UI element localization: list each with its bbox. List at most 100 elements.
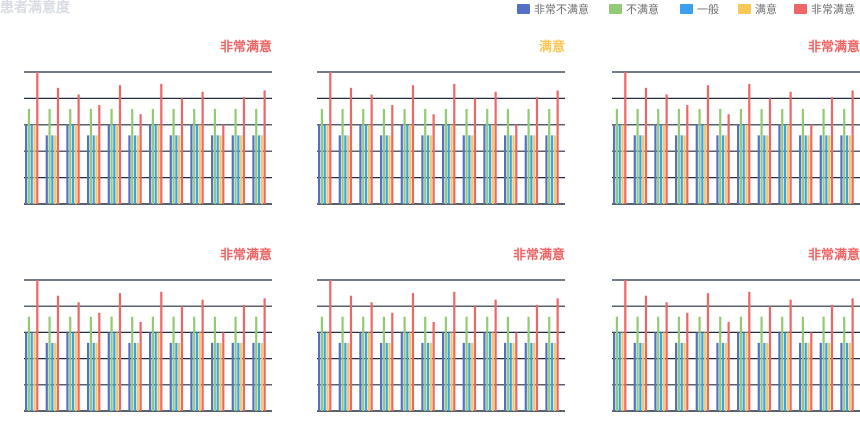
bar	[388, 135, 391, 204]
bar	[721, 342, 725, 411]
bar	[118, 85, 122, 204]
bar	[263, 298, 266, 411]
bar	[198, 124, 201, 204]
bar	[533, 342, 536, 411]
bar	[778, 124, 781, 204]
bar	[71, 124, 75, 204]
bar	[483, 124, 486, 204]
bar	[329, 72, 332, 204]
bar	[527, 108, 530, 204]
bar	[719, 108, 722, 204]
chart-title: 患者满意度	[0, 0, 71, 16]
legend-item[interactable]: 满意	[738, 2, 777, 16]
bar	[799, 342, 802, 411]
bar	[804, 135, 807, 204]
bar	[745, 332, 748, 411]
bar	[382, 108, 385, 204]
bar	[716, 342, 719, 411]
bar	[231, 342, 234, 411]
bar	[240, 342, 243, 411]
bar	[757, 342, 760, 411]
bar	[71, 332, 75, 411]
bar	[320, 316, 323, 411]
bar	[783, 332, 787, 411]
bar	[385, 342, 388, 411]
bar	[742, 332, 745, 411]
bar	[370, 302, 373, 411]
bar	[491, 124, 494, 204]
bar	[830, 97, 834, 204]
bar	[222, 124, 225, 204]
bar	[471, 135, 474, 204]
bar	[429, 135, 432, 204]
bar	[615, 108, 618, 204]
bar	[654, 124, 657, 204]
bar	[406, 124, 409, 204]
bar	[545, 342, 548, 411]
bar	[621, 124, 624, 204]
bar	[157, 124, 160, 204]
bar	[69, 108, 72, 204]
bar	[680, 135, 683, 204]
bar	[822, 316, 825, 411]
bar	[686, 105, 689, 204]
bar	[139, 114, 142, 204]
bar	[154, 124, 157, 204]
bar	[633, 135, 636, 204]
bar	[36, 280, 39, 411]
bar	[828, 342, 831, 411]
bar	[706, 293, 710, 411]
bar	[644, 295, 648, 411]
panel: 非常满意	[612, 247, 860, 412]
bar	[509, 135, 512, 204]
bar	[77, 302, 80, 411]
bar	[326, 124, 329, 204]
bar	[367, 332, 370, 411]
bar	[825, 342, 828, 411]
legend-label: 不满意	[626, 2, 659, 16]
bar	[548, 108, 551, 204]
bar	[172, 316, 175, 411]
bar	[175, 135, 178, 204]
bar	[421, 342, 424, 411]
bar	[175, 342, 178, 411]
bar	[621, 332, 624, 411]
bar	[33, 124, 36, 204]
bar	[51, 342, 54, 411]
legend-item[interactable]: 不满意	[609, 2, 659, 16]
bar	[424, 316, 427, 411]
bar	[178, 135, 181, 204]
bar	[160, 291, 163, 411]
panel-title: 非常满意	[808, 39, 860, 55]
bar	[550, 135, 554, 204]
bar	[556, 90, 559, 204]
bar	[807, 342, 810, 411]
bar	[118, 293, 122, 411]
bar	[801, 316, 804, 411]
bar	[216, 135, 219, 204]
bar	[447, 124, 450, 204]
bar	[442, 124, 445, 204]
legend-item[interactable]: 非常不满意	[517, 2, 589, 16]
bar	[30, 124, 33, 204]
bar	[95, 135, 98, 204]
bar	[263, 90, 266, 204]
bar	[323, 332, 326, 411]
bar	[347, 135, 350, 204]
bar	[364, 124, 368, 204]
bar	[338, 135, 341, 204]
bar	[545, 135, 548, 204]
legend-item[interactable]: 非常满意	[794, 2, 855, 16]
bar	[240, 135, 243, 204]
bar	[642, 135, 645, 204]
bar	[659, 332, 663, 411]
legend-item[interactable]: 一般	[680, 3, 719, 16]
bar	[763, 342, 766, 411]
bar	[527, 316, 530, 411]
bar	[74, 124, 77, 204]
legend-swatch	[794, 4, 807, 14]
panel-title: 非常满意	[220, 247, 272, 263]
bar	[698, 316, 701, 411]
bar	[444, 108, 447, 204]
